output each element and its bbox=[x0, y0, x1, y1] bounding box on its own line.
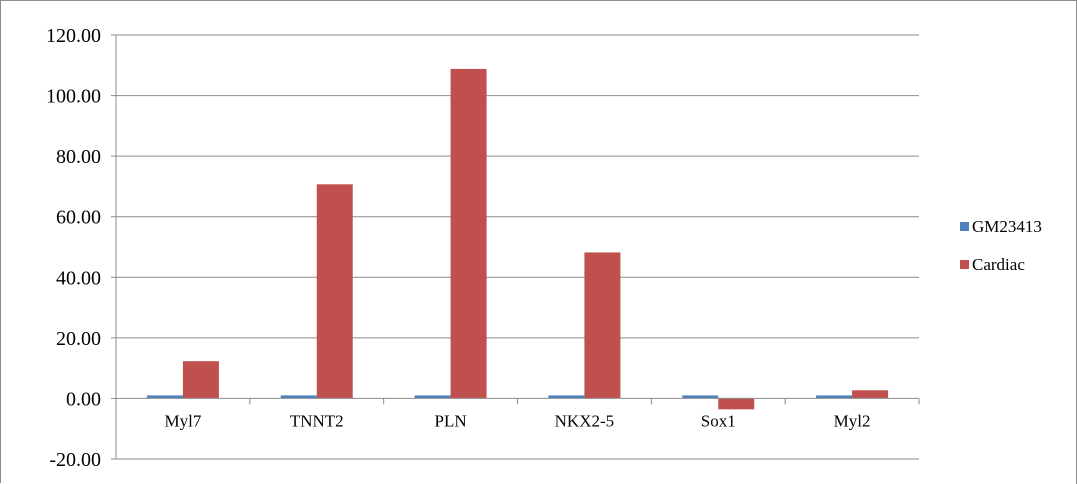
legend-swatch-cardiac bbox=[960, 260, 969, 269]
y-tick-label: -20.00 bbox=[49, 449, 101, 471]
legend: GM23413 Cardiac bbox=[960, 217, 1042, 274]
bar-cardiac-nkx2-5 bbox=[584, 252, 621, 399]
legend-label-gm23413: GM23413 bbox=[972, 217, 1042, 236]
gridlines bbox=[116, 34, 919, 460]
bar-gm23413-tnnt2 bbox=[280, 395, 317, 399]
bar-gm23413-pln bbox=[414, 395, 451, 399]
x-category-label: PLN bbox=[435, 411, 467, 430]
y-tick-labels: -20.00 0.00 20.00 40.00 60.00 80.00 100.00 120.… bbox=[46, 25, 101, 471]
bar-gm23413-sox1 bbox=[682, 395, 719, 399]
x-category-label: Sox1 bbox=[701, 411, 736, 430]
x-category-label: TNNT2 bbox=[290, 411, 344, 430]
x-category-label: NKX2-5 bbox=[555, 411, 615, 430]
y-tick-label: 0.00 bbox=[66, 388, 101, 410]
bar-cardiac-sox1 bbox=[718, 398, 755, 410]
y-tick-label: 40.00 bbox=[56, 267, 101, 289]
x-category-label: Myl7 bbox=[164, 411, 201, 430]
x-category-label: Myl2 bbox=[834, 411, 871, 430]
x-category-labels: Myl7 TNNT2 PLN NKX2-5 Sox1 Myl2 bbox=[164, 411, 870, 430]
bar-gm23413-nkx2-5 bbox=[548, 395, 585, 399]
bars bbox=[146, 68, 889, 410]
bar-cardiac-tnnt2 bbox=[316, 184, 353, 399]
y-tick-label: 100.00 bbox=[46, 86, 101, 108]
axes bbox=[111, 34, 920, 460]
legend-swatch-gm23413 bbox=[960, 222, 969, 231]
y-tick-label: 80.00 bbox=[56, 146, 101, 168]
bar-gm23413-myl7 bbox=[146, 395, 183, 399]
bar-cardiac-myl2 bbox=[852, 390, 889, 399]
legend-label-cardiac: Cardiac bbox=[972, 255, 1025, 274]
bar-cardiac-pln bbox=[450, 68, 487, 399]
y-tick-label: 60.00 bbox=[56, 207, 101, 229]
bar-cardiac-myl7 bbox=[182, 361, 219, 399]
y-tick-label: 20.00 bbox=[56, 328, 101, 350]
y-tick-label: 120.00 bbox=[46, 25, 101, 47]
bar-gm23413-myl2 bbox=[816, 395, 853, 399]
